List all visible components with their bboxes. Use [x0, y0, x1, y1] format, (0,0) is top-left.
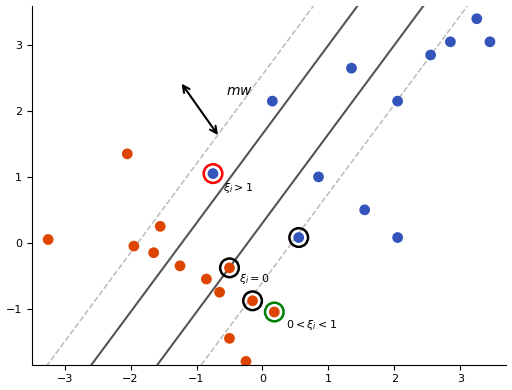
Point — [268, 98, 276, 104]
Point — [446, 39, 455, 45]
Point — [294, 234, 303, 241]
Point — [314, 174, 323, 180]
Point — [294, 234, 303, 241]
Point — [394, 98, 402, 104]
Point — [242, 358, 250, 365]
Point — [225, 265, 233, 271]
Point — [44, 236, 52, 243]
Point — [225, 335, 233, 342]
Point — [130, 243, 138, 249]
Point — [156, 223, 164, 229]
Point — [202, 276, 210, 282]
Point — [248, 298, 257, 304]
Point — [347, 65, 355, 71]
Point — [426, 52, 435, 58]
Point — [394, 234, 402, 241]
Point — [248, 298, 257, 304]
Point — [270, 309, 279, 315]
Text: $0 < \xi_i < 1$: $0 < \xi_i < 1$ — [286, 319, 336, 333]
Text: $mw$: $mw$ — [226, 83, 253, 98]
Point — [486, 39, 494, 45]
Point — [209, 170, 217, 177]
Point — [473, 16, 481, 22]
Point — [360, 207, 369, 213]
Point — [150, 250, 158, 256]
Point — [216, 289, 224, 295]
Point — [225, 265, 233, 271]
Point — [209, 170, 217, 177]
Point — [270, 309, 279, 315]
Text: $\xi_i = 0$: $\xi_i = 0$ — [240, 272, 270, 286]
Text: $\xi_i > 1$: $\xi_i > 1$ — [223, 181, 253, 195]
Point — [176, 263, 184, 269]
Point — [123, 151, 132, 157]
